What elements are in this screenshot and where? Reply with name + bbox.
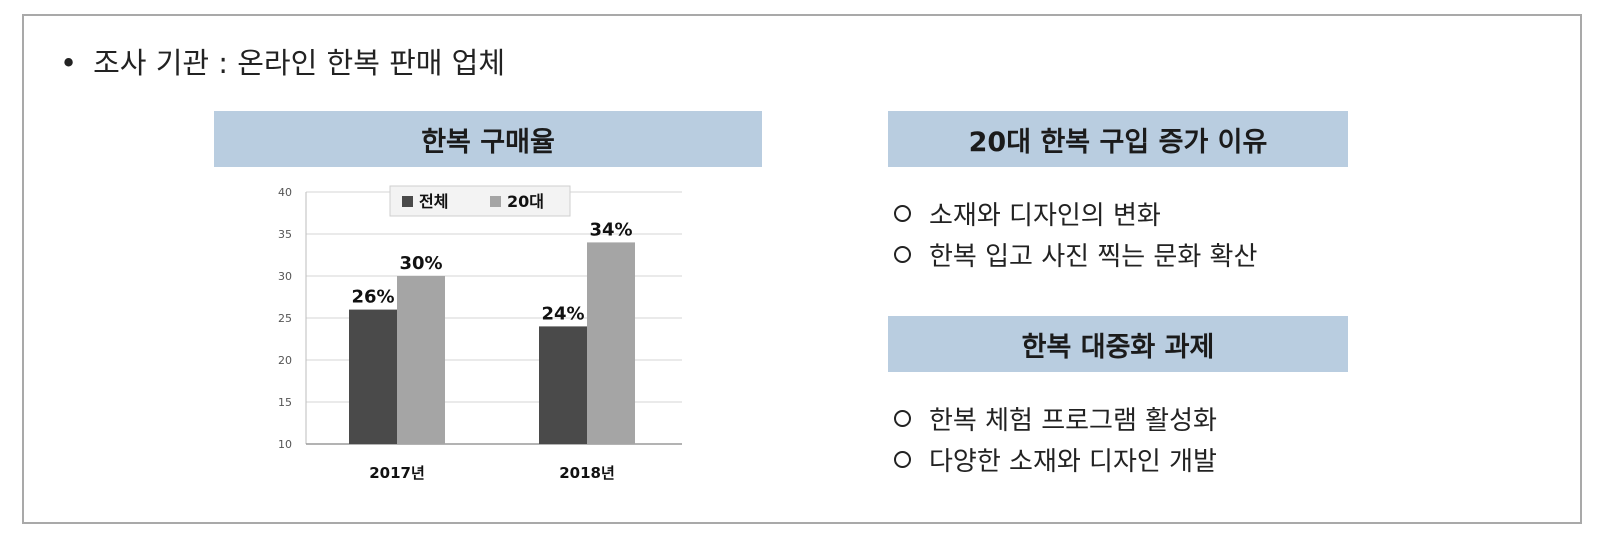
y-tick-label: 10 <box>278 438 292 451</box>
purchase-rate-chart: 10 15 20 25 30 35 40 26%30% 2017년 24% 34% 2018년 전체 20… <box>278 185 682 482</box>
bullet: • <box>60 46 78 80</box>
data-label: 30% <box>399 253 442 274</box>
y-tick-label: 30 <box>278 270 292 283</box>
data-label: 24% <box>541 303 584 324</box>
chart-title-header: 한복 구매율 <box>214 111 762 167</box>
list-item: 소재와 디자인의 변화 <box>894 193 1257 234</box>
tasks-list: 한복 체험 프로그램 활성화 다양한 소재와 디자인 개발 <box>894 398 1217 480</box>
circle-bullet-icon <box>894 246 911 263</box>
y-tick-label: 35 <box>278 228 292 241</box>
y-tick-label: 25 <box>278 312 292 325</box>
reason-text: 한복 입고 사진 찍는 문화 확산 <box>929 242 1258 272</box>
legend-swatch <box>402 196 413 207</box>
source-line: • 조사 기관 : 온라인 한복 판매 업체 <box>60 40 505 82</box>
circle-bullet-icon <box>894 410 911 427</box>
reasons-list: 소재와 디자인의 변화 한복 입고 사진 찍는 문화 확산 <box>894 193 1257 275</box>
legend-label: 20대 <box>507 192 544 211</box>
legend-label: 전체 <box>419 192 448 211</box>
task-text: 다양한 소재와 디자인 개발 <box>929 447 1217 477</box>
data-label: 34% <box>589 219 632 240</box>
reasons-header: 20대 한복 구입 증가 이유 <box>888 111 1348 167</box>
y-tick-label: 20 <box>278 354 292 367</box>
bar <box>397 276 445 444</box>
legend-box <box>389 185 571 217</box>
circle-bullet-icon <box>894 205 911 222</box>
circle-bullet-icon <box>894 451 911 468</box>
reason-text: 소재와 디자인의 변화 <box>929 201 1161 231</box>
bar <box>587 242 635 444</box>
list-item: 한복 체험 프로그램 활성화 <box>894 398 1217 439</box>
y-tick-label: 15 <box>278 396 292 409</box>
legend-swatch <box>490 196 501 207</box>
bar <box>539 326 587 444</box>
x-tick-label: 2018년 <box>559 464 615 482</box>
tasks-header: 한복 대중화 과제 <box>888 316 1348 372</box>
task-text: 한복 체험 프로그램 활성화 <box>929 406 1217 436</box>
data-label: 26% <box>351 287 394 308</box>
bar <box>349 309 397 444</box>
y-tick-label: 40 <box>278 186 292 199</box>
list-item: 다양한 소재와 디자인 개발 <box>894 439 1217 480</box>
source-text: 조사 기관 : 온라인 한복 판매 업체 <box>93 46 506 80</box>
x-tick-label: 2017년 <box>369 464 425 482</box>
list-item: 한복 입고 사진 찍는 문화 확산 <box>894 234 1257 275</box>
content-frame <box>22 14 1582 524</box>
